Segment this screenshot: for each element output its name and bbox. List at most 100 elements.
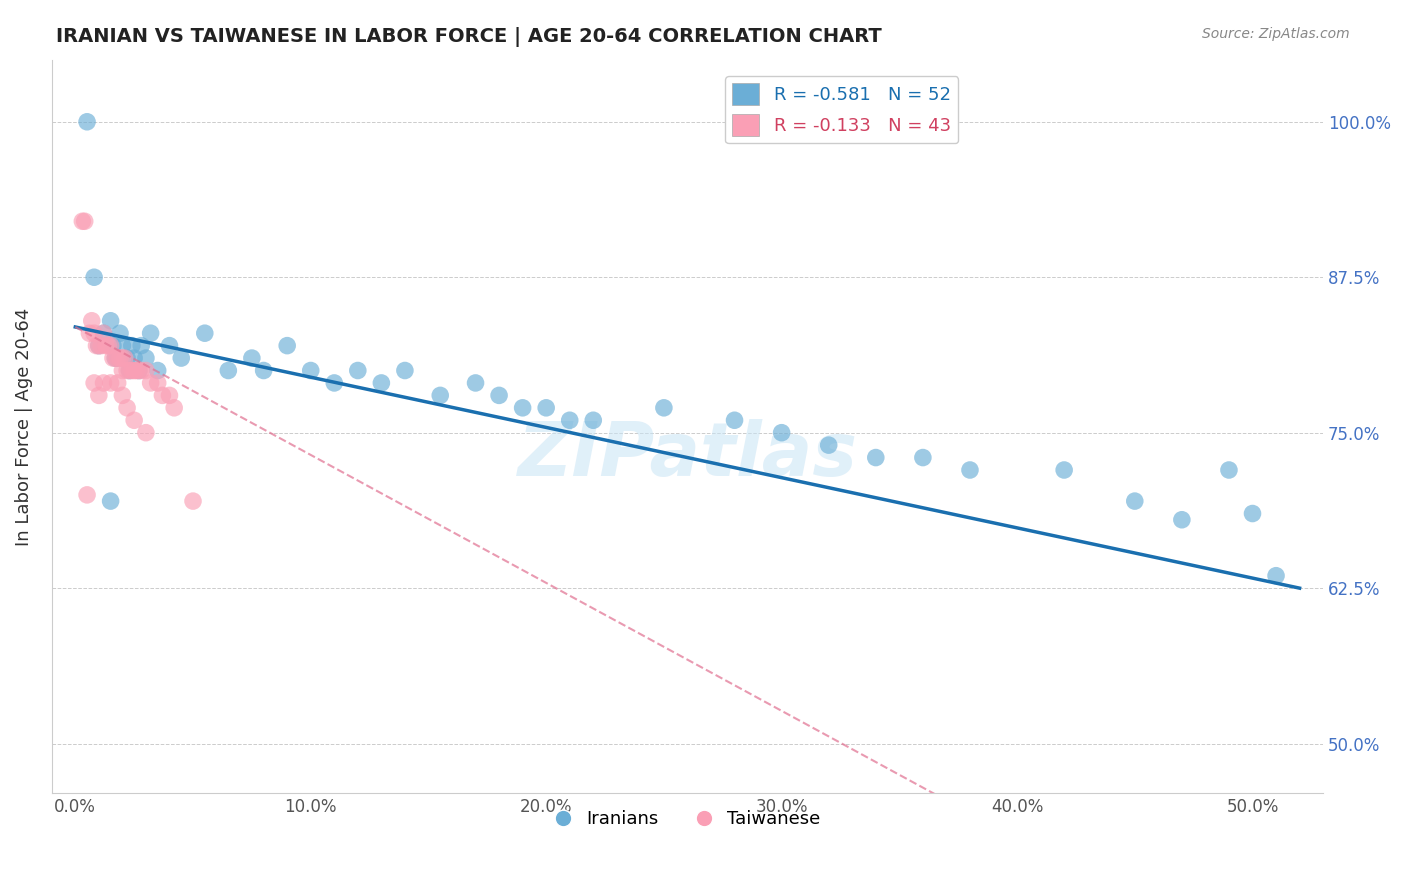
Point <box>83 376 105 390</box>
Point <box>122 363 145 377</box>
Point <box>104 351 127 365</box>
Point <box>217 363 239 377</box>
Point <box>118 363 141 377</box>
Point <box>97 338 120 352</box>
Point <box>111 338 134 352</box>
Point <box>723 413 745 427</box>
Point <box>101 351 124 365</box>
Point <box>865 450 887 465</box>
Point <box>111 351 134 365</box>
Point <box>115 363 138 377</box>
Point <box>323 376 346 390</box>
Point <box>100 314 122 328</box>
Point <box>87 338 110 352</box>
Point <box>582 413 605 427</box>
Point <box>129 338 152 352</box>
Point <box>370 376 392 390</box>
Point <box>118 363 141 377</box>
Point <box>139 326 162 341</box>
Point <box>911 450 934 465</box>
Point <box>1265 568 1288 582</box>
Point <box>125 363 148 377</box>
Point <box>346 363 368 377</box>
Point <box>464 376 486 390</box>
Point <box>159 338 181 352</box>
Point <box>959 463 981 477</box>
Point <box>83 326 105 341</box>
Point <box>86 338 108 352</box>
Point <box>394 363 416 377</box>
Text: IRANIAN VS TAIWANESE IN LABOR FORCE | AGE 20-64 CORRELATION CHART: IRANIAN VS TAIWANESE IN LABOR FORCE | AG… <box>56 27 882 46</box>
Point <box>128 363 150 377</box>
Point <box>122 413 145 427</box>
Point <box>135 425 157 440</box>
Point <box>558 413 581 427</box>
Point <box>159 388 181 402</box>
Point <box>115 351 138 365</box>
Point <box>114 351 136 365</box>
Point <box>100 376 122 390</box>
Point <box>146 376 169 390</box>
Point <box>253 363 276 377</box>
Point <box>100 494 122 508</box>
Point <box>1123 494 1146 508</box>
Point <box>128 363 150 377</box>
Point <box>76 115 98 129</box>
Point <box>73 214 96 228</box>
Point <box>276 338 298 352</box>
Point <box>104 351 127 365</box>
Point <box>122 351 145 365</box>
Point <box>108 351 131 365</box>
Point <box>163 401 186 415</box>
Text: ZIPatlas: ZIPatlas <box>517 419 858 492</box>
Point <box>1053 463 1076 477</box>
Point <box>83 270 105 285</box>
Point <box>93 376 115 390</box>
Point <box>146 363 169 377</box>
Point <box>72 214 94 228</box>
Point <box>87 338 110 352</box>
Point <box>80 314 103 328</box>
Point <box>129 363 152 377</box>
Point <box>115 401 138 415</box>
Point <box>770 425 793 440</box>
Point <box>107 376 129 390</box>
Point <box>90 338 112 352</box>
Point <box>107 351 129 365</box>
Point <box>108 326 131 341</box>
Point <box>1241 507 1264 521</box>
Point <box>534 401 557 415</box>
Point <box>79 326 101 341</box>
Point <box>170 351 193 365</box>
Point <box>240 351 263 365</box>
Point <box>101 338 124 352</box>
Point <box>817 438 839 452</box>
Point <box>194 326 217 341</box>
Point <box>76 488 98 502</box>
Legend: Iranians, Taiwanese: Iranians, Taiwanese <box>547 803 828 836</box>
Point <box>121 338 143 352</box>
Point <box>1218 463 1240 477</box>
Y-axis label: In Labor Force | Age 20-64: In Labor Force | Age 20-64 <box>15 308 32 546</box>
Point <box>100 338 122 352</box>
Point <box>93 326 115 341</box>
Point <box>135 351 157 365</box>
Point <box>107 351 129 365</box>
Point <box>121 363 143 377</box>
Point <box>299 363 322 377</box>
Point <box>512 401 534 415</box>
Point <box>111 363 134 377</box>
Point <box>181 494 204 508</box>
Point <box>94 338 117 352</box>
Point <box>111 388 134 402</box>
Point <box>1171 513 1194 527</box>
Point <box>87 388 110 402</box>
Point <box>152 388 174 402</box>
Point <box>652 401 675 415</box>
Text: Source: ZipAtlas.com: Source: ZipAtlas.com <box>1202 27 1350 41</box>
Point <box>488 388 510 402</box>
Point <box>139 376 162 390</box>
Point <box>135 363 157 377</box>
Point <box>93 326 115 341</box>
Point <box>429 388 451 402</box>
